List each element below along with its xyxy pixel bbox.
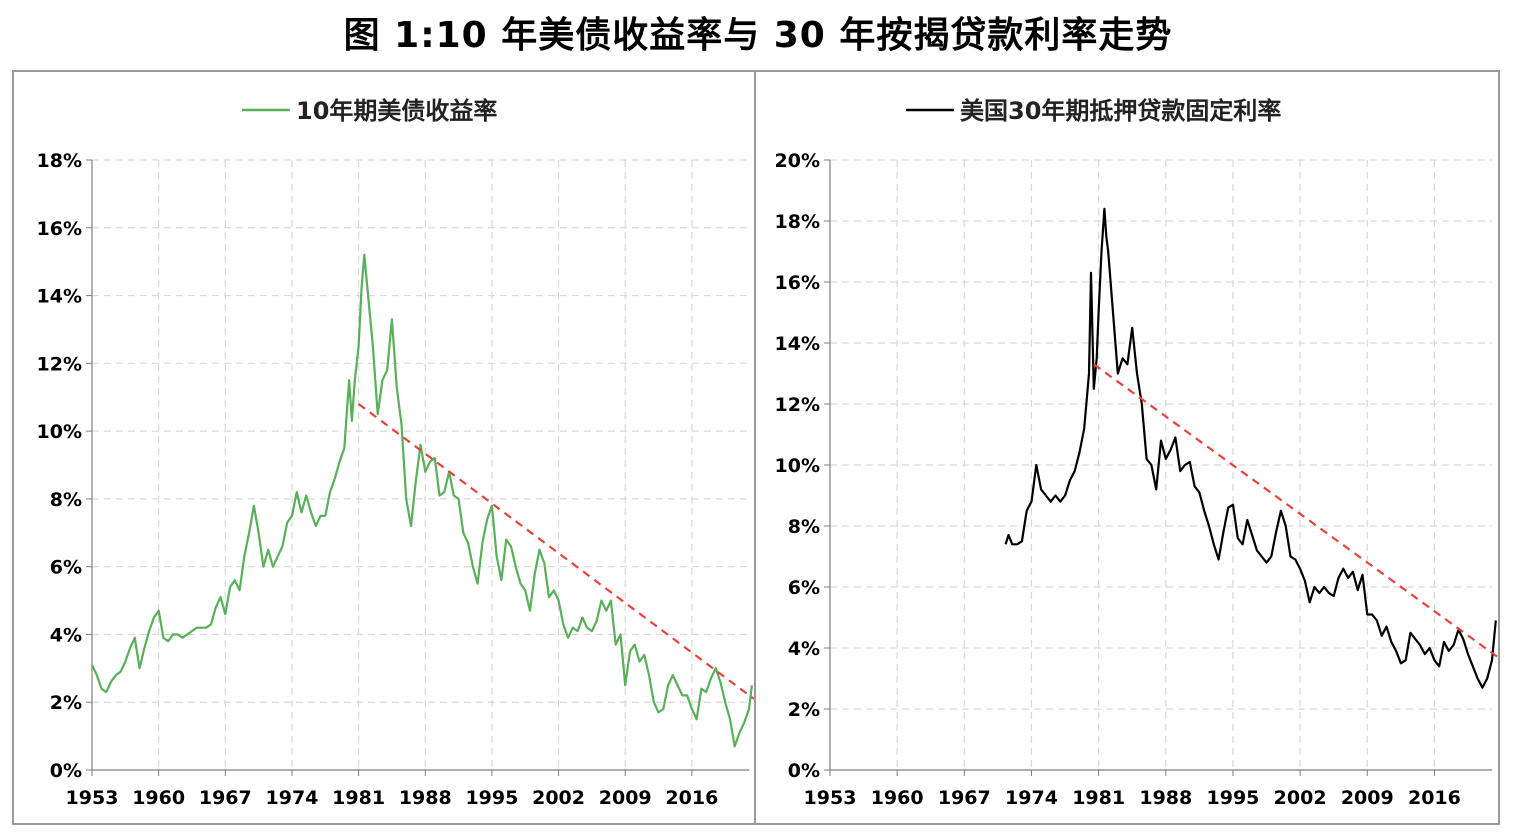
x-tick-label: 1974 <box>266 787 319 809</box>
y-tick-label: 4% <box>788 638 820 660</box>
y-tick-label: 16% <box>775 272 820 294</box>
x-tick-label: 2009 <box>599 787 652 809</box>
chart-panel-treasury: 10年期美债收益率 0% 2% 4% 6% 8% 10% 12% 14% 16% 18% 1953 19… <box>12 70 756 825</box>
x-tick-label: 1981 <box>332 787 385 809</box>
x-tick-label: 1995 <box>1207 787 1260 809</box>
series-line <box>91 253 753 748</box>
y-tick-label: 20% <box>775 150 820 172</box>
x-tick-label: 2016 <box>1408 787 1461 809</box>
y-tick-label: 2% <box>50 692 82 714</box>
x-tick-label: 2002 <box>532 787 585 809</box>
chart-panel-mortgage: 美国30年期抵押贷款固定利率 0% 2% 4% 6% 8% 10% 12% 14% 16% 18% 2… <box>754 70 1500 825</box>
y-tick-label: 6% <box>50 557 82 579</box>
y-tick-label: 18% <box>775 211 820 233</box>
legend-label: 10年期美债收益率 <box>296 97 497 125</box>
series-line <box>1004 207 1497 689</box>
y-tick-label: 2% <box>788 699 820 721</box>
x-tick-label: 1953 <box>66 787 119 809</box>
legend: 10年期美债收益率 <box>242 97 497 125</box>
x-tick-label: 1981 <box>1072 787 1125 809</box>
x-tick-label: 1960 <box>871 787 924 809</box>
y-tick-label: 16% <box>37 218 82 240</box>
page-title: 图 1:10 年美债收益率与 30 年按揭贷款利率走势 <box>343 15 1173 56</box>
y-tick-label: 10% <box>775 455 820 477</box>
y-tick-label: 8% <box>788 516 820 538</box>
x-tick-label: 1967 <box>199 787 252 809</box>
y-tick-label: 0% <box>50 760 82 782</box>
x-tick-label: 2002 <box>1274 787 1327 809</box>
x-tick-label: 1988 <box>399 787 452 809</box>
y-tick-label: 12% <box>775 394 820 416</box>
x-tick-label: 1988 <box>1139 787 1192 809</box>
y-tick-label: 12% <box>37 353 82 375</box>
treasury-yield-chart: 10年期美债收益率 0% 2% 4% 6% 8% 10% 12% 14% 16% 18% 1953 19… <box>37 97 754 809</box>
y-tick-label: 10% <box>37 421 82 443</box>
x-tick-label: 2009 <box>1341 787 1394 809</box>
x-tick-label: 1967 <box>938 787 991 809</box>
y-tick-label: 14% <box>37 286 82 308</box>
x-tick-label: 1960 <box>132 787 185 809</box>
trend-line <box>357 403 754 700</box>
y-tick-label: 8% <box>50 489 82 511</box>
legend: 美国30年期抵押贷款固定利率 <box>906 97 1281 125</box>
legend-label: 美国30年期抵押贷款固定利率 <box>960 97 1281 125</box>
trend-line <box>1093 363 1498 658</box>
mortgage-rate-chart: 美国30年期抵押贷款固定利率 0% 2% 4% 6% 8% 10% 12% 14% 16% 18% 2… <box>775 97 1498 809</box>
x-tick-label: 2016 <box>665 787 718 809</box>
y-tick-label: 0% <box>788 760 820 782</box>
x-tick-label: 1974 <box>1005 787 1058 809</box>
x-tick-label: 1953 <box>804 787 857 809</box>
y-tick-label: 6% <box>788 577 820 599</box>
y-tick-label: 4% <box>50 624 82 646</box>
y-tick-label: 18% <box>37 150 82 172</box>
y-tick-label: 14% <box>775 333 820 355</box>
x-tick-label: 1995 <box>465 787 518 809</box>
